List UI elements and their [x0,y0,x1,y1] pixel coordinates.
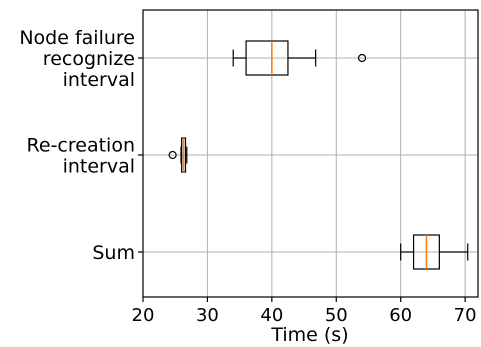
plot-frame [142,9,479,298]
iqr-box [245,40,289,76]
category-label-line: Re-creation [27,135,135,157]
box-group [400,234,469,270]
x-tick-labels: 20 30 40 50 60 70 [132,297,477,326]
outlier-point [168,150,177,160]
x-tick-label: 70 [454,305,477,326]
x-tick-label: 60 [389,305,412,326]
category-label-line: interval [63,69,135,91]
box-group [168,137,188,173]
category-label-line: recognize [43,48,135,70]
category-label-line: interval [63,156,135,178]
x-tick-label: 50 [325,305,348,326]
x-tick-label: 20 [132,305,155,326]
category-labels: Node failurerecognizeintervalRe-creation… [19,27,143,264]
x-tick-label: 30 [196,305,219,326]
box-group [232,40,367,76]
x-tick-label: 40 [260,305,283,326]
category-label-line: Sum [92,242,135,264]
outlier-point [357,53,367,63]
grid-layer [142,10,478,297]
box-layer [168,40,469,270]
category-label-line: Node failure [19,27,135,49]
x-axis-label: Time (s) [270,324,348,346]
